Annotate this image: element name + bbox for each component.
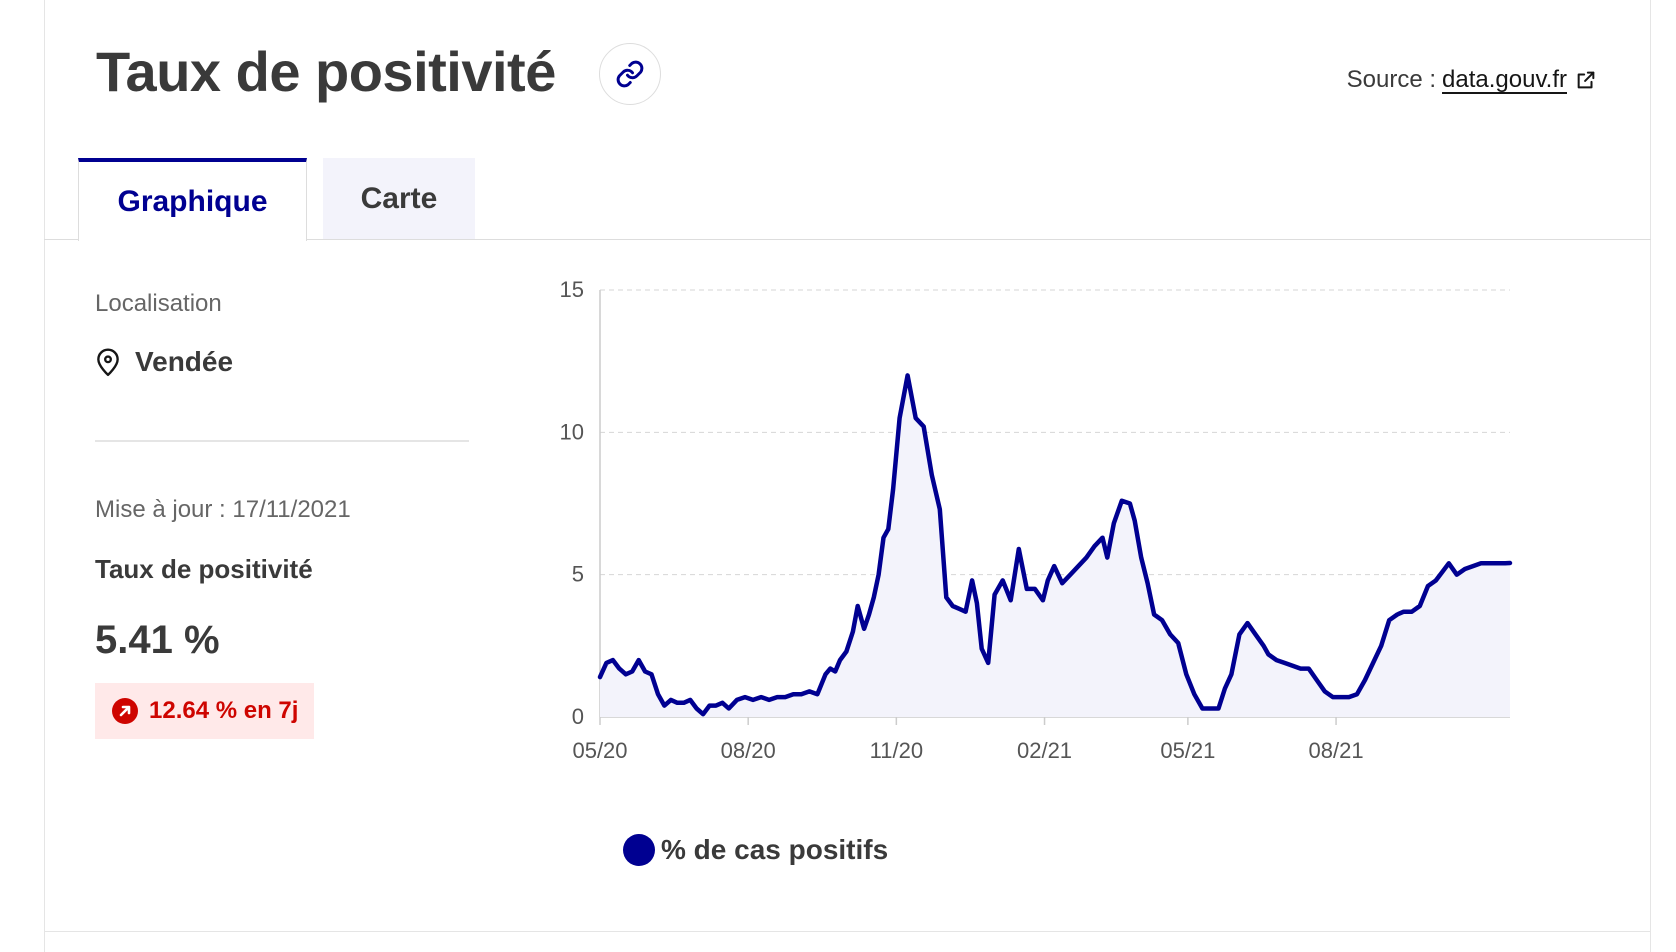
- location-label: Localisation: [95, 290, 222, 317]
- map-pin-icon: [97, 348, 119, 377]
- source-prefix: Source :: [1346, 66, 1437, 93]
- copy-link-button[interactable]: [599, 43, 661, 105]
- metric-label: Taux de positivité: [95, 554, 313, 584]
- metric-value: 5.41 %: [95, 618, 220, 662]
- y-tick-label: 5: [572, 562, 584, 587]
- update-date: Mise à jour : 17/11/2021: [95, 496, 351, 523]
- tabs-divider: [44, 239, 1651, 240]
- panel-divider: [95, 440, 469, 442]
- series-area: [600, 375, 1510, 717]
- location-value-row: Vendée: [95, 346, 233, 378]
- chart-legend: % de cas positifs: [623, 834, 888, 866]
- view-tabs: Graphique Carte: [78, 158, 475, 241]
- location-value: Vendée: [135, 346, 234, 377]
- page-title: Taux de positivité: [96, 40, 556, 103]
- trend-badge: 12.64 % en 7j: [95, 683, 315, 739]
- x-tick-label: 02/21: [1017, 738, 1072, 763]
- panel-border-bottom: [44, 931, 1651, 932]
- x-tick-label: 05/21: [1160, 738, 1215, 763]
- x-tick-label: 08/21: [1309, 738, 1364, 763]
- external-link-icon: [1577, 71, 1595, 89]
- legend-label: % de cas positifs: [661, 834, 889, 865]
- legend-swatch: [623, 834, 655, 866]
- y-tick-label: 0: [572, 704, 584, 729]
- series-line: [597, 373, 1513, 717]
- x-tick-label: 08/20: [721, 738, 776, 763]
- panel-border-left: [44, 0, 45, 952]
- source-link[interactable]: data.gouv.fr: [1442, 66, 1597, 94]
- arrow-up-right-icon: [112, 698, 138, 724]
- tab-carte-label: Carte: [360, 182, 438, 215]
- tab-graphique-label: Graphique: [117, 184, 268, 218]
- y-tick-label: 15: [560, 280, 584, 302]
- tab-graphique[interactable]: Graphique: [78, 158, 307, 241]
- trend-text: 12.64 % en 7j: [149, 697, 299, 724]
- panel-border-right: [1650, 0, 1651, 952]
- x-tick-label: 05/20: [572, 738, 627, 763]
- tab-carte[interactable]: Carte: [323, 158, 475, 240]
- y-tick-label: 10: [560, 419, 584, 444]
- source-link-label: data.gouv.fr: [1442, 66, 1567, 93]
- x-tick-label: 11/20: [870, 738, 923, 763]
- link-icon: [616, 60, 644, 88]
- source-line: Source : data.gouv.fr: [1347, 66, 1597, 94]
- positivity-line-chart: 0 5 10 15 05/20 08/20 11/20 02/21 05/21 08/21: [560, 280, 1513, 763]
